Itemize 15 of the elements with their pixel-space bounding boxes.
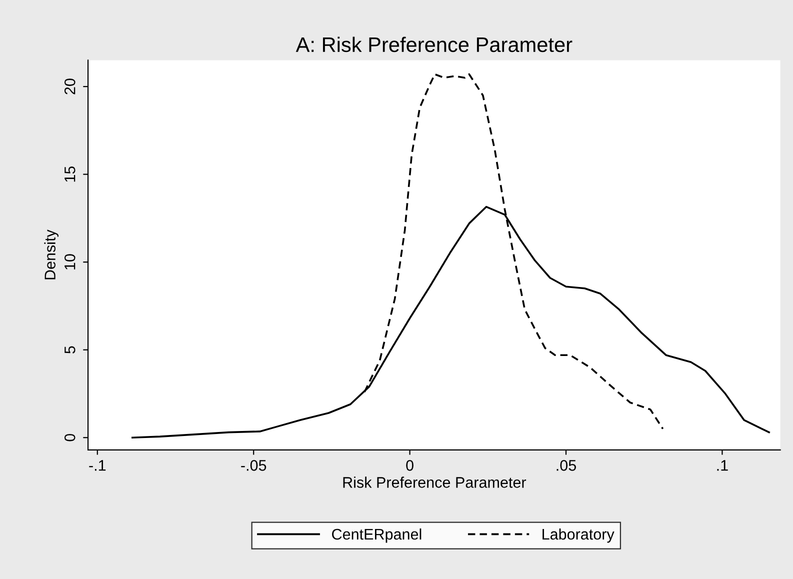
chart-title: A: Risk Preference Parameter	[296, 36, 572, 52]
y-tick-label: 20	[64, 78, 76, 94]
x-tick-label: -.05	[241, 460, 266, 471]
legend-label: CentERpanel	[332, 528, 422, 543]
x-tick-label: -.1	[89, 460, 106, 471]
x-tick-label: .05	[556, 460, 576, 471]
y-tick-label: 5	[64, 346, 76, 354]
y-axis-title: Density	[44, 230, 59, 280]
y-tick-label: 10	[64, 254, 76, 270]
y-tick-label: 0	[64, 434, 76, 442]
y-tick-label: 15	[64, 166, 76, 182]
legend-label: Laboratory	[542, 528, 614, 543]
x-axis-title: Risk Preference Parameter	[343, 476, 526, 488]
x-tick-label: .1	[717, 460, 728, 471]
x-tick-label: 0	[406, 460, 414, 471]
